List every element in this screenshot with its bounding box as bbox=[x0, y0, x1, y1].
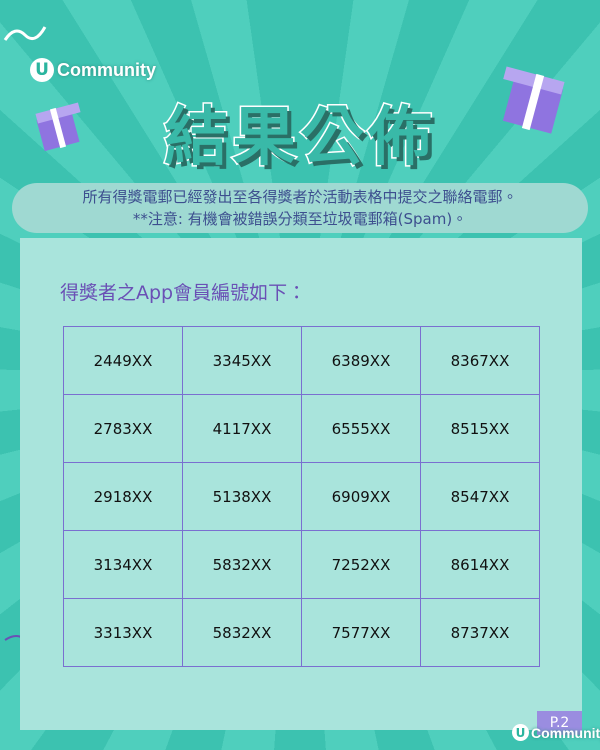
table-cell: 6909XX bbox=[301, 462, 421, 531]
gift-right bbox=[502, 66, 565, 134]
table-cell: 8515XX bbox=[420, 394, 540, 463]
table-cell: 8614XX bbox=[420, 530, 540, 599]
logo-mark: U bbox=[512, 724, 529, 741]
notice-line: 所有得獎電郵已經發出至各得獎者於活動表格中提交之聯絡電郵。 bbox=[82, 188, 518, 206]
table-cell: 7252XX bbox=[301, 530, 421, 599]
table-cell: 3345XX bbox=[182, 326, 302, 395]
logo-text: Community bbox=[531, 724, 600, 741]
heading: 得獎者之App會員編號如下： bbox=[60, 282, 307, 304]
notice-line: **注意: 有機會被錯誤分類至垃圾電郵箱(Spam)。 bbox=[132, 210, 468, 228]
table-row: 3134XX 5832XX 7252XX 8614XX bbox=[63, 530, 540, 599]
table-row: 3313XX 5832XX 7577XX 8737XX bbox=[63, 598, 540, 667]
table-cell: 3313XX bbox=[63, 598, 183, 667]
table-cell: 6389XX bbox=[301, 326, 421, 395]
gift-left bbox=[35, 102, 81, 152]
table-cell: 8737XX bbox=[420, 598, 540, 667]
table-cell: 2918XX bbox=[63, 462, 183, 531]
footer-logo: U Community bbox=[512, 724, 600, 741]
table-row: 2449XX 3345XX 6389XX 8367XX bbox=[63, 326, 540, 395]
notice: 所有得獎電郵已經發出至各得獎者於活動表格中提交之聯絡電郵。 **注意: 有機會被… bbox=[12, 183, 588, 233]
logo-text: Community bbox=[57, 59, 156, 80]
table-cell: 2449XX bbox=[63, 326, 183, 395]
streamer bbox=[3, 26, 47, 41]
table-row: 2918XX 5138XX 6909XX 8547XX bbox=[63, 462, 540, 531]
table-cell: 6555XX bbox=[301, 394, 421, 463]
table-cell: 8367XX bbox=[420, 326, 540, 395]
table-cell: 5832XX bbox=[182, 598, 302, 667]
table-cell: 2783XX bbox=[63, 394, 183, 463]
title: 結果公佈 bbox=[163, 100, 436, 177]
table-cell: 4117XX bbox=[182, 394, 302, 463]
page-number: P.2 bbox=[537, 711, 582, 735]
table-cell: 5138XX bbox=[182, 462, 302, 531]
table-cell: 3134XX bbox=[63, 530, 183, 599]
winner-table: 2449XX 3345XX 6389XX 8367XX 2783XX 4117XX 6555… bbox=[63, 326, 540, 667]
logo-mark: U bbox=[30, 58, 54, 82]
logo: U Community bbox=[30, 58, 156, 82]
table-cell: 8547XX bbox=[420, 462, 540, 531]
table-cell: 5832XX bbox=[182, 530, 302, 599]
table-cell: 7577XX bbox=[301, 598, 421, 667]
table-row: 2783XX 4117XX 6555XX 8515XX bbox=[63, 394, 540, 463]
